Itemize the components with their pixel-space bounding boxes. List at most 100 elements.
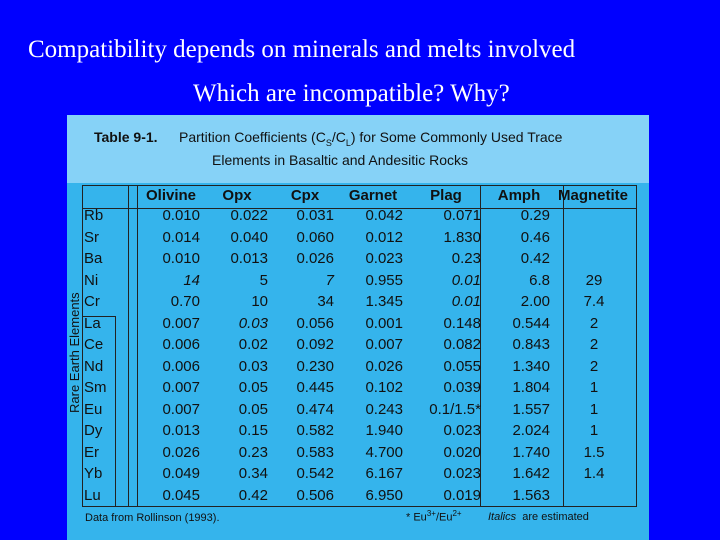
table-cell: 0.15 — [238, 422, 268, 439]
table-cell: 0.014 — [162, 228, 200, 246]
column-header: Plag — [430, 187, 462, 204]
table-cell: 0.012 — [365, 228, 403, 246]
ree-bracket — [83, 316, 116, 317]
slide-subtitle: Which are incompatible? Why? — [193, 80, 510, 107]
table-cell: 0.02 — [238, 336, 268, 353]
column-header: Amph — [497, 187, 541, 204]
table-cell: 34 — [317, 293, 334, 310]
table-cell: 0.026 — [365, 357, 403, 375]
table-cell: 0.082 — [443, 336, 481, 353]
row-element-label: Ba — [84, 250, 103, 267]
table-cell: 0.006 — [162, 336, 200, 353]
table-cell: 5 — [259, 271, 268, 289]
ree-label: Rare Earth Elements — [67, 292, 82, 413]
row-element-label: La — [84, 314, 101, 332]
table-cell: 0.34 — [238, 465, 268, 482]
table-cell: 0.013 — [230, 250, 268, 267]
table-cell: 0.026 — [162, 443, 200, 461]
table-cell: 0.022 — [230, 207, 268, 224]
table-cell: 0.056 — [296, 314, 334, 332]
table-cell: 1 — [589, 422, 599, 439]
table-cell: 0.542 — [296, 465, 334, 482]
table-cell: 0.474 — [296, 400, 334, 418]
row-element-label: Ni — [84, 271, 99, 289]
table-cell: 0.03 — [238, 357, 268, 375]
table-cell: 1.557 — [512, 400, 550, 418]
table-cell: 29 — [585, 271, 603, 289]
table-cell: 0.05 — [238, 379, 268, 396]
table-cell: 1.345 — [365, 293, 403, 310]
table-cell: 1.940 — [365, 422, 403, 439]
table-cell: 0.03 — [238, 314, 268, 332]
table-cell: 0.148 — [443, 314, 481, 332]
row-element-label: Cr — [84, 293, 100, 310]
table-cell: 0.1/1.5* — [429, 400, 481, 418]
column-header: Cpx — [290, 187, 320, 204]
row-element-label: Nd — [84, 357, 104, 375]
table-cell: 2.00 — [520, 293, 550, 310]
table-cell: 0.05 — [238, 400, 268, 418]
table-cell: 0.001 — [365, 314, 403, 332]
table-cell: 0.007 — [162, 314, 200, 332]
grid-divider — [480, 186, 481, 506]
table-cell: 1.563 — [512, 486, 550, 504]
table-cell: 0.007 — [365, 336, 403, 353]
table-cell: 1.804 — [512, 379, 550, 396]
table-cell: 7 — [325, 271, 334, 289]
row-element-label: Ce — [84, 336, 104, 353]
table-cell: 0.042 — [365, 207, 403, 224]
table-cell: 2 — [589, 336, 599, 353]
table-cell: 0.955 — [365, 271, 403, 289]
footnote-source: Data from Rollinson (1993). — [85, 512, 220, 524]
table-cell: 0.023 — [443, 422, 481, 439]
row-element-label: Sr — [84, 228, 99, 246]
table-cell: 0.007 — [162, 379, 200, 396]
table-cell: 2.024 — [512, 422, 550, 439]
table-cell: 10 — [251, 293, 268, 310]
table-cell: 0.092 — [296, 336, 334, 353]
table-cell: 0.506 — [296, 486, 334, 504]
table-label: Table 9-1. — [94, 129, 158, 145]
table-cell: 0.46 — [520, 228, 550, 246]
column-header: Olivine — [145, 187, 197, 204]
table-cell: 0.243 — [365, 400, 403, 418]
table-cell: 0.29 — [520, 207, 550, 224]
table-figure: Table 9-1. Partition Coefficients (CS/CL… — [67, 115, 649, 540]
table-cell: 0.071 — [443, 207, 481, 224]
table-cell: 0.70 — [170, 293, 200, 310]
column-header: Opx — [222, 187, 252, 204]
table-cell: 2 — [589, 314, 599, 332]
table-cell: 4.700 — [365, 443, 403, 461]
table-cell: 2 — [589, 357, 599, 375]
column-header: Magnetite — [557, 187, 629, 204]
caption-line-2: Elements in Basaltic and Andesitic Rocks — [212, 152, 469, 168]
ree-bracket — [115, 316, 116, 506]
table-cell: 0.020 — [443, 443, 481, 461]
table-cell: 0.23 — [451, 250, 481, 267]
table-cell: 1 — [589, 400, 599, 418]
table-cell: 0.007 — [162, 400, 200, 418]
table-cell: 0.010 — [162, 250, 200, 267]
table-cell: 0.019 — [443, 486, 481, 504]
table-cell: 0.42 — [238, 486, 268, 504]
grid-divider — [83, 208, 636, 209]
table-cell: 0.045 — [162, 486, 200, 504]
row-element-label: Er — [84, 443, 99, 461]
slide-title: Compatibility depends on minerals and me… — [28, 36, 576, 63]
row-element-label: Eu — [84, 400, 103, 418]
row-element-label: Lu — [84, 486, 101, 504]
table-cell: 7.4 — [583, 293, 605, 310]
table-cell: 1.740 — [512, 443, 550, 461]
table-cell: 1 — [589, 379, 599, 396]
table-cell: 0.039 — [443, 379, 481, 396]
table-cell: 0.026 — [296, 250, 334, 267]
table-cell: 1.4 — [583, 465, 605, 482]
table-cell: 1.642 — [512, 465, 550, 482]
table-cell: 6.950 — [365, 486, 403, 504]
row-element-label: Dy — [84, 422, 103, 439]
table-grid — [82, 185, 637, 507]
table-cell: 0.42 — [520, 250, 550, 267]
table-cell: 1.5 — [583, 443, 605, 461]
table-cell: 0.445 — [296, 379, 334, 396]
table-cell: 0.023 — [365, 250, 403, 267]
